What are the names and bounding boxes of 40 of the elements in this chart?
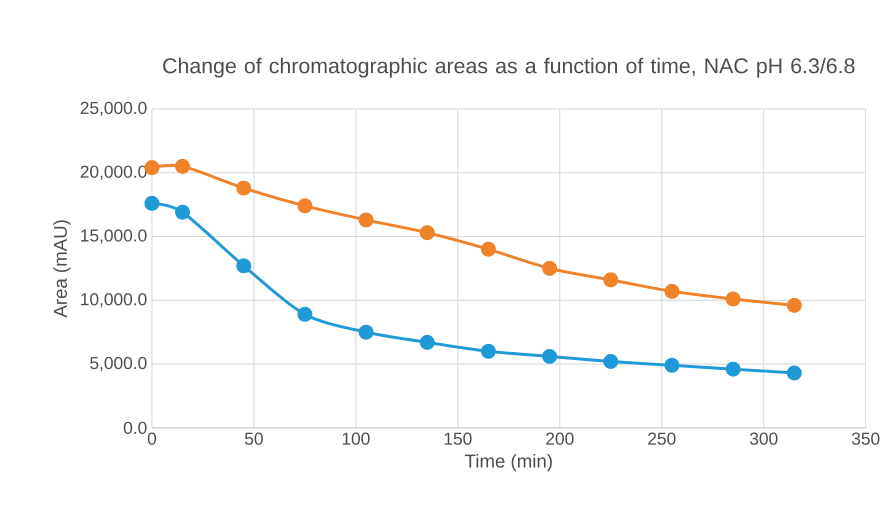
point <box>664 284 680 299</box>
point <box>420 225 435 240</box>
x-tick-label: 100 <box>342 432 370 445</box>
x-tick-label: 200 <box>546 432 574 445</box>
point <box>297 198 312 214</box>
x-tick-label: 150 <box>444 432 472 445</box>
point <box>726 292 741 307</box>
y-tick-label: 5,000.0 <box>90 356 147 372</box>
point <box>726 362 741 377</box>
point <box>480 344 496 359</box>
point <box>236 180 252 196</box>
point <box>144 196 160 211</box>
point <box>420 335 435 350</box>
point <box>358 324 374 340</box>
x-axis-title: Time (min) <box>465 454 552 472</box>
point <box>786 366 802 381</box>
point <box>603 272 618 288</box>
y-tick-label: 25,000.0 <box>80 102 147 116</box>
point <box>542 349 558 364</box>
point <box>664 358 680 373</box>
chart-title: Change of chromatographic areas as a function of time, NAC pH 6.3/6.8 <box>163 58 854 78</box>
point <box>236 258 252 274</box>
point <box>297 306 312 322</box>
y-tick-label: 20,000.0 <box>80 166 147 180</box>
point <box>175 158 190 174</box>
y-axis-title: Area (mAU) <box>53 220 71 318</box>
point <box>175 204 190 220</box>
y-tick-label: 10,000.0 <box>81 293 147 308</box>
x-tick-label: 250 <box>648 432 676 445</box>
point <box>542 261 558 276</box>
x-tick-label: 350 <box>852 432 880 445</box>
y-tick-label: 0.0 <box>124 422 147 434</box>
x-tick-label: 300 <box>750 432 778 445</box>
point <box>358 212 374 228</box>
point <box>603 354 618 370</box>
point <box>480 242 496 257</box>
x-tick-label: 0 <box>148 432 156 445</box>
point <box>786 298 802 313</box>
y-tick-label: 15,000.0 <box>81 229 147 244</box>
x-tick-label: 50 <box>244 432 263 445</box>
